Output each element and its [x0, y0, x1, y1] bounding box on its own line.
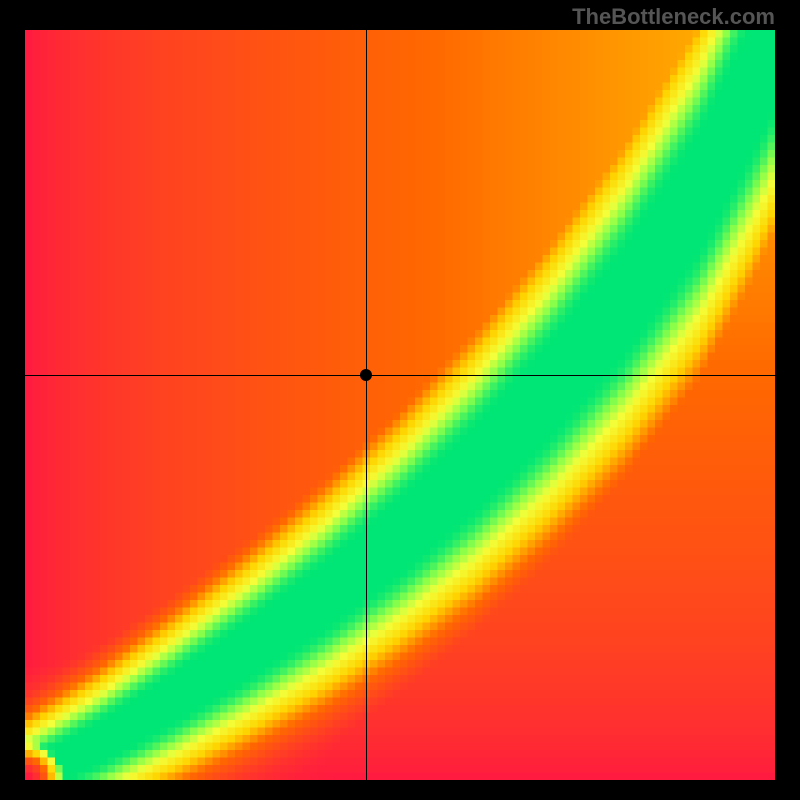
crosshair-horizontal [25, 375, 775, 376]
watermark-text: TheBottleneck.com [572, 4, 775, 30]
crosshair-point [360, 369, 372, 381]
bottleneck-heatmap [25, 30, 775, 780]
crosshair-vertical [366, 30, 367, 780]
